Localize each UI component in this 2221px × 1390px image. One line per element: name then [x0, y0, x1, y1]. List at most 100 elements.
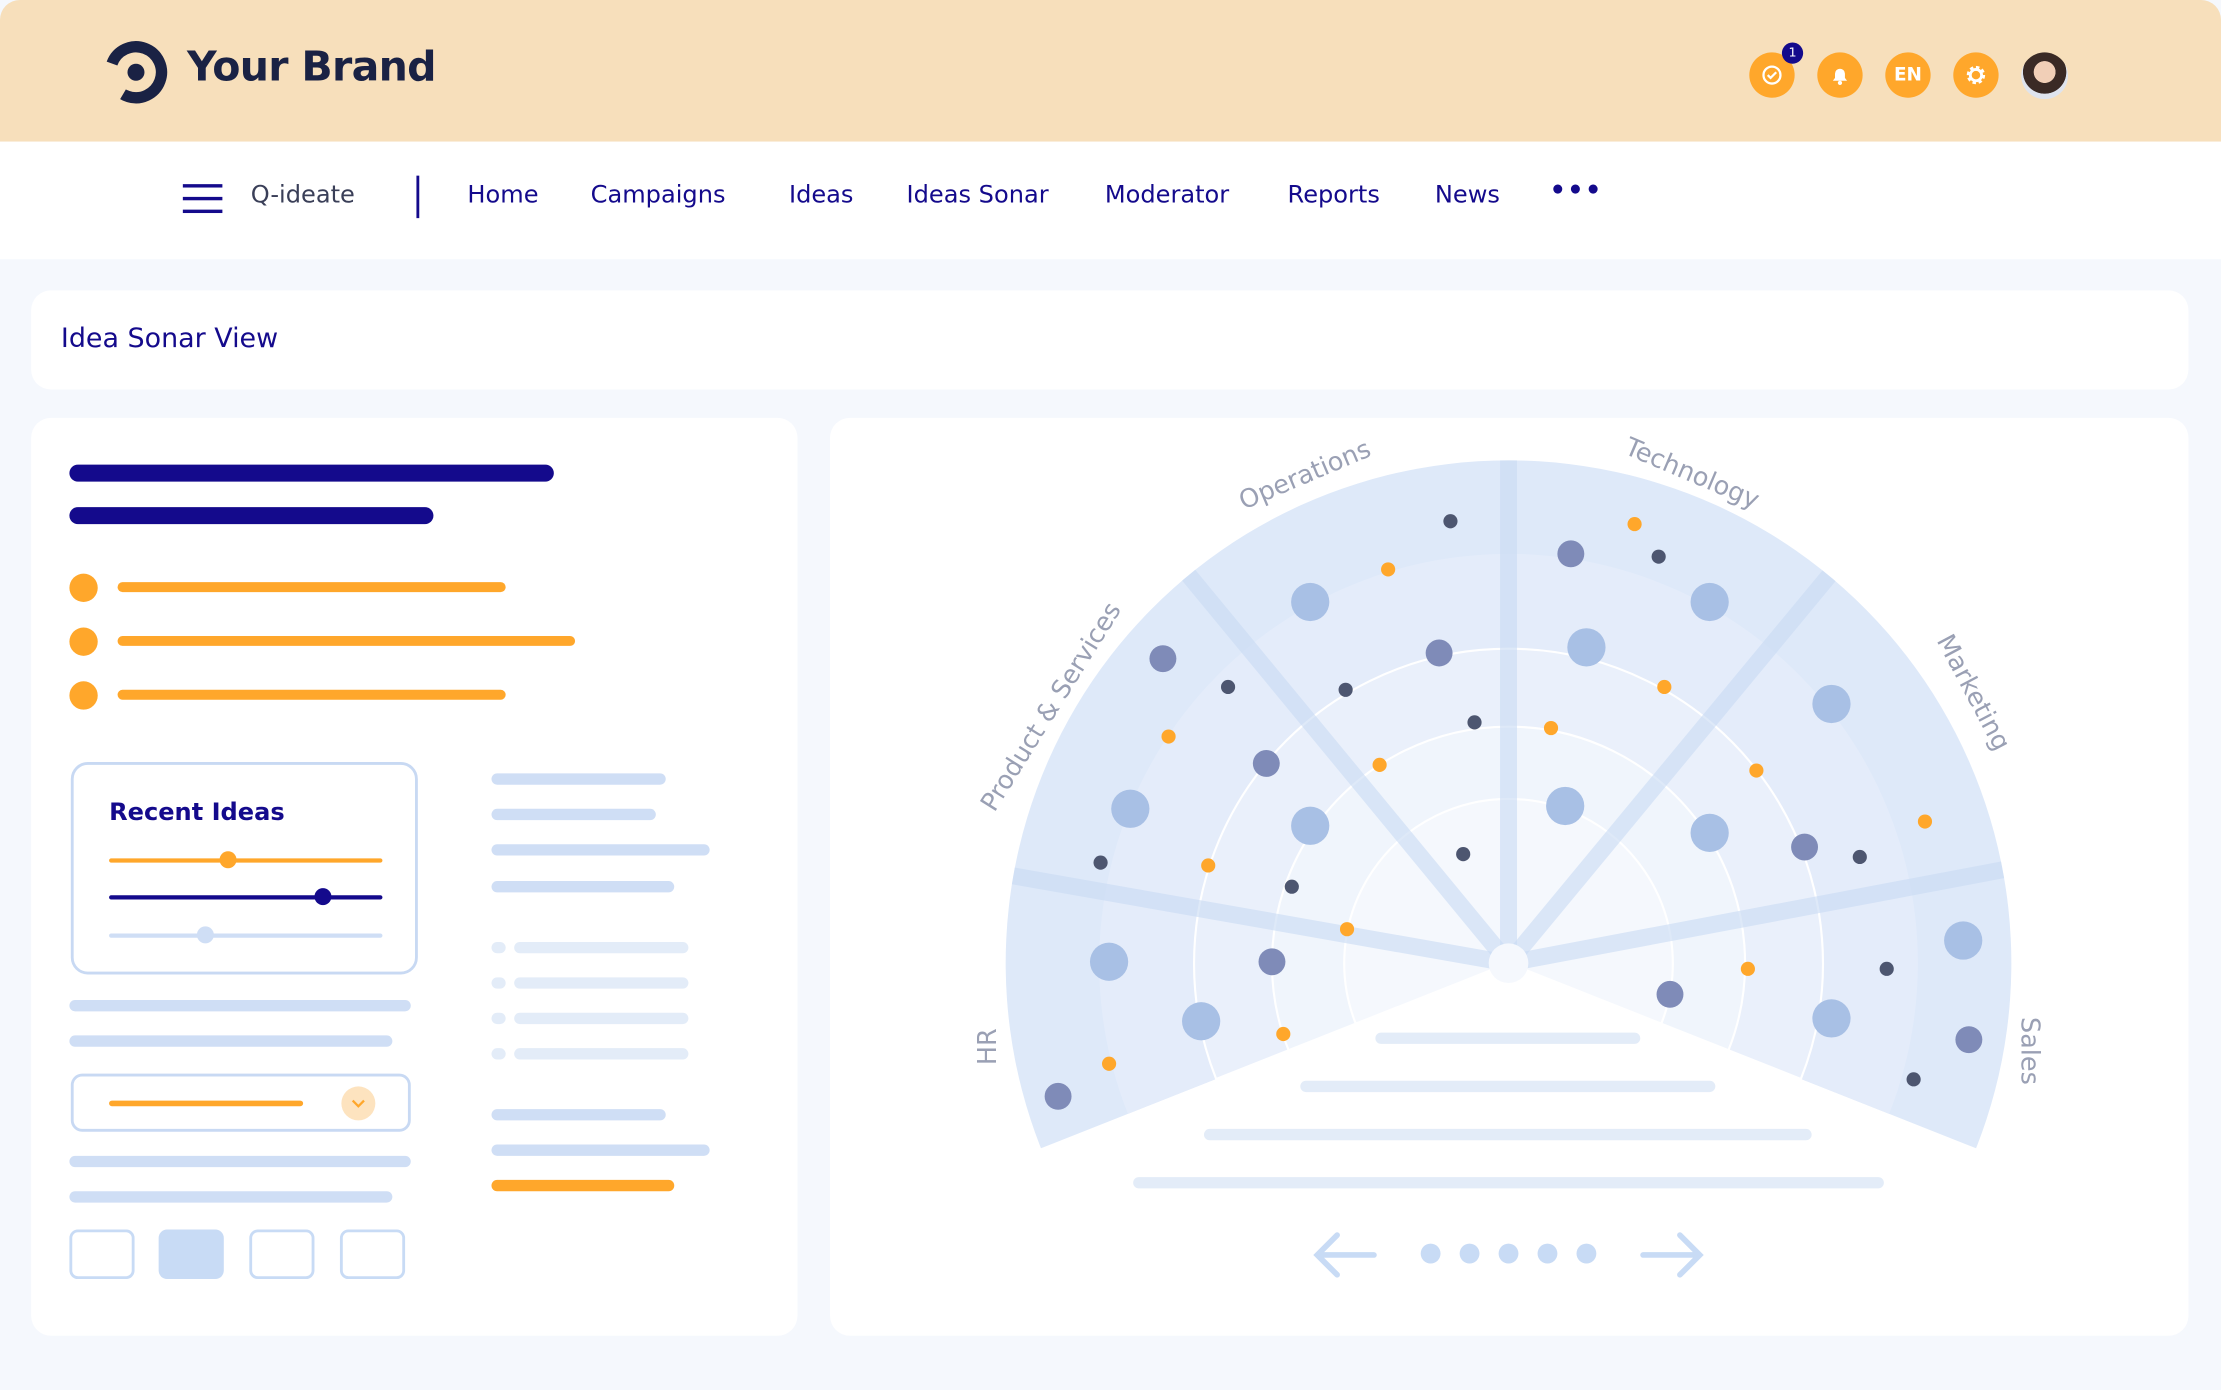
idea-dot[interactable]: [1111, 789, 1150, 828]
dropdown-value: [109, 1100, 304, 1107]
sector-label-hr[interactable]: HR: [973, 1028, 1003, 1065]
pagination-dot[interactable]: [1459, 1243, 1480, 1264]
idea-dot[interactable]: [1546, 786, 1585, 826]
next-arrow-icon[interactable]: [1640, 1232, 1704, 1278]
idea-dot[interactable]: [1252, 750, 1280, 777]
more-menu-button[interactable]: •••: [1549, 175, 1603, 206]
pagination-dot[interactable]: [1420, 1243, 1441, 1264]
idea-dot[interactable]: [1657, 679, 1672, 695]
language-button[interactable]: EN: [1885, 52, 1931, 98]
idea-dot[interactable]: [1944, 921, 1983, 960]
idea-dot[interactable]: [1690, 582, 1729, 622]
option-button[interactable]: [69, 1229, 135, 1280]
idea-dot[interactable]: [1557, 540, 1585, 568]
idea-dot[interactable]: [1182, 1002, 1221, 1041]
idea-dot[interactable]: [1093, 855, 1108, 870]
idea-dot[interactable]: [1258, 948, 1286, 976]
idea-dot[interactable]: [1791, 833, 1819, 861]
idea-dot[interactable]: [1543, 720, 1559, 736]
nav-news[interactable]: News: [1434, 181, 1500, 210]
nav-campaigns[interactable]: Campaigns: [590, 181, 726, 210]
option-button-selected[interactable]: [158, 1229, 224, 1280]
idea-dot[interactable]: [1812, 999, 1851, 1038]
placeholder-line: [69, 1191, 393, 1203]
idea-dot[interactable]: [1339, 922, 1355, 937]
slider-navy[interactable]: [109, 895, 383, 900]
idea-dot[interactable]: [1291, 806, 1330, 845]
idea-dot[interactable]: [1372, 757, 1387, 772]
sonar-center: [1488, 943, 1529, 984]
recent-ideas-title: Recent Ideas: [109, 798, 285, 828]
idea-dot[interactable]: [1567, 628, 1606, 667]
idea-dot[interactable]: [1161, 729, 1176, 744]
nav-ideas[interactable]: Ideas: [788, 181, 854, 210]
idea-dot[interactable]: [1101, 1056, 1117, 1071]
nav-moderator[interactable]: Moderator: [1104, 181, 1230, 210]
placeholder-line: [491, 773, 666, 785]
idea-dot[interactable]: [1879, 961, 1894, 976]
placeholder-line: [514, 1048, 689, 1060]
sector-label-sales[interactable]: Sales: [2014, 1017, 2044, 1085]
placeholder-line-accent: [491, 1179, 675, 1192]
notifications-button[interactable]: [1817, 52, 1863, 98]
hamburger-menu-icon[interactable]: [182, 183, 224, 214]
option-button[interactable]: [339, 1229, 406, 1280]
placeholder-line: [491, 1109, 666, 1121]
idea-dot[interactable]: [1220, 679, 1236, 695]
placeholder-line: [491, 1144, 710, 1156]
notification-badge: 1: [1781, 42, 1804, 64]
idea-dot[interactable]: [1656, 980, 1684, 1008]
idea-dot[interactable]: [1425, 639, 1453, 667]
idea-dot[interactable]: [1651, 549, 1666, 564]
idea-dot[interactable]: [1690, 813, 1729, 852]
placeholder-line: [514, 977, 689, 989]
list-bullet: [491, 1048, 506, 1060]
idea-dot[interactable]: [1284, 879, 1299, 894]
app-name: Q-ideate: [250, 181, 355, 210]
placeholder-line: [514, 941, 689, 954]
idea-dot[interactable]: [1276, 1026, 1291, 1042]
settings-button[interactable]: [1953, 52, 1999, 98]
idea-dot[interactable]: [1906, 1072, 1921, 1087]
idea-dot[interactable]: [1749, 763, 1764, 778]
idea-dot[interactable]: [1089, 942, 1129, 981]
idea-dot[interactable]: [1291, 582, 1330, 622]
bullet-dot: [69, 627, 98, 656]
pagination-dot[interactable]: [1576, 1243, 1597, 1264]
idea-dot[interactable]: [1456, 847, 1471, 862]
placeholder-line: [1203, 1128, 1812, 1141]
idea-dot[interactable]: [1852, 849, 1867, 865]
idea-dot[interactable]: [1955, 1026, 1983, 1054]
slider-light[interactable]: [109, 933, 383, 938]
idea-dot[interactable]: [1381, 562, 1396, 577]
list-bullet: [491, 941, 506, 954]
idea-dot[interactable]: [1467, 715, 1482, 730]
idea-dot[interactable]: [1812, 684, 1851, 724]
nav-ideas-sonar[interactable]: Ideas Sonar: [906, 181, 1049, 210]
nav-reports[interactable]: Reports: [1287, 181, 1380, 210]
idea-dot[interactable]: [1443, 514, 1458, 529]
placeholder-line: [117, 582, 506, 593]
slider-thumb[interactable]: [219, 851, 237, 869]
nav-home[interactable]: Home: [467, 181, 539, 210]
idea-dot[interactable]: [1149, 645, 1177, 673]
placeholder-line: [117, 689, 506, 700]
prev-arrow-icon[interactable]: [1313, 1232, 1377, 1278]
idea-dot[interactable]: [1740, 961, 1755, 976]
placeholder-line: [491, 808, 656, 821]
chevron-down-icon[interactable]: [340, 1085, 377, 1122]
placeholder-heading: [69, 464, 554, 482]
idea-dot[interactable]: [1338, 682, 1353, 697]
pagination-dot[interactable]: [1537, 1243, 1558, 1264]
dropdown[interactable]: [70, 1073, 411, 1132]
idea-dot[interactable]: [1627, 517, 1642, 532]
idea-dot[interactable]: [1201, 858, 1216, 873]
idea-dot[interactable]: [1917, 814, 1933, 829]
avatar[interactable]: [2021, 52, 2069, 100]
option-button[interactable]: [249, 1229, 315, 1280]
slider-orange[interactable]: [109, 858, 383, 863]
slider-thumb[interactable]: [314, 888, 332, 906]
idea-dot[interactable]: [1044, 1082, 1072, 1110]
slider-thumb[interactable]: [196, 926, 214, 944]
pagination-dot[interactable]: [1498, 1243, 1519, 1264]
